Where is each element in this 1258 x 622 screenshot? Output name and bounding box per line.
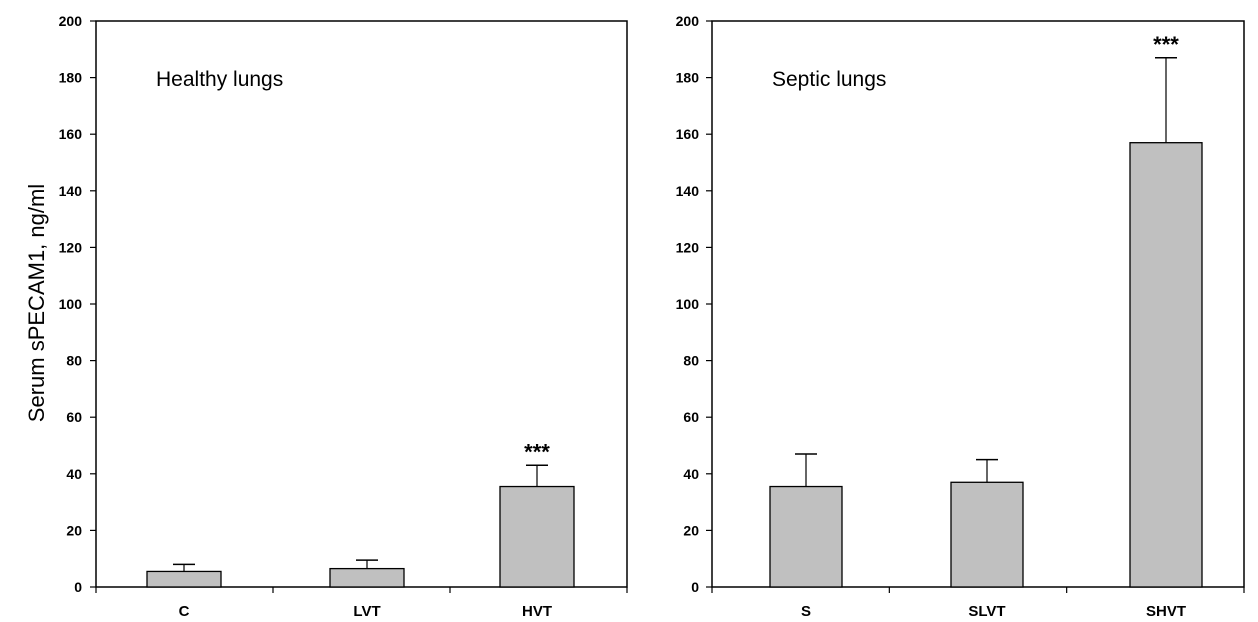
bar xyxy=(499,485,575,588)
y-tick-label: 0 xyxy=(74,579,82,595)
y-axis-title: Serum sPECAM1, ng/ml xyxy=(24,184,49,422)
x-tick-label: C xyxy=(179,603,190,620)
y-tick-label: 120 xyxy=(59,239,83,255)
x-tick-label: SHVT xyxy=(1146,603,1186,620)
y-tick-label: 180 xyxy=(59,70,83,86)
panel-healthy-lungs: Healthy lungs 0 20 40 60 80 100 120 140 160 180 20… xyxy=(59,13,628,620)
y-tick-label: 160 xyxy=(676,126,700,142)
y-tick-label: 200 xyxy=(59,13,83,29)
x-tick-label: SLVT xyxy=(968,603,1005,620)
bar xyxy=(146,570,222,588)
y-tick-label: 20 xyxy=(683,522,699,538)
y-tick-label: 80 xyxy=(683,353,699,369)
y-tick-label: 40 xyxy=(683,466,699,482)
significance-annotation: *** xyxy=(1153,32,1179,57)
significance-annotation: *** xyxy=(524,439,550,464)
x-tick-label: S xyxy=(801,603,811,620)
bar xyxy=(769,485,843,588)
x-tick-label: LVT xyxy=(353,603,380,620)
y-tick-label: 60 xyxy=(66,409,82,425)
y-tick-label: 20 xyxy=(66,522,82,538)
panel-septic-lungs: Septic lungs 0 20 40 60 80 100 120 140 160 180 200… xyxy=(676,13,1245,620)
y-tick-label: 120 xyxy=(676,239,700,255)
y-tick-label: 180 xyxy=(676,70,700,86)
panel-title: Healthy lungs xyxy=(156,68,283,91)
y-tick-label: 40 xyxy=(66,466,82,482)
bar xyxy=(950,481,1024,588)
y-tick-label: 140 xyxy=(59,183,83,199)
bar xyxy=(1129,142,1203,588)
y-tick-label: 0 xyxy=(691,579,699,595)
x-tick-label: HVT xyxy=(522,603,552,620)
y-tick-label: 100 xyxy=(59,296,83,312)
y-tick-label: 60 xyxy=(683,409,699,425)
y-tick-label: 80 xyxy=(66,353,82,369)
y-tick-label: 100 xyxy=(676,296,700,312)
y-tick-label: 140 xyxy=(676,183,700,199)
y-tick-label: 160 xyxy=(59,126,83,142)
y-tick-label: 200 xyxy=(676,13,700,29)
panel-title: Septic lungs xyxy=(772,68,886,91)
bar xyxy=(329,567,405,588)
